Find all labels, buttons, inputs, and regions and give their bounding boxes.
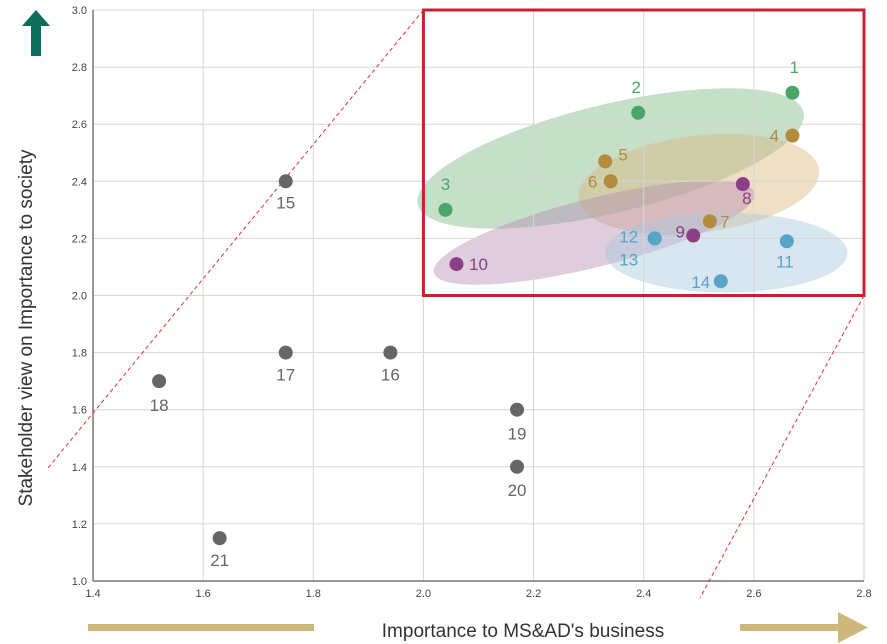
- point-label-15: 15: [276, 193, 295, 212]
- x-tick-label-2: 1.8: [306, 588, 321, 600]
- guide-line-top-left: [47, 9, 424, 469]
- point-label-5: 5: [618, 145, 627, 164]
- x-tick-label-5: 2.4: [636, 588, 651, 600]
- y-axis-title: Stakeholder view on Importance to societ…: [16, 149, 37, 506]
- y-tick-label-8: 2.6: [72, 119, 87, 131]
- y-axis-arrow-icon: [22, 10, 50, 56]
- point-label-14: 14: [691, 273, 710, 292]
- point-2: [631, 105, 646, 120]
- y-tick-label-3: 1.6: [72, 405, 87, 417]
- point-label-21: 21: [210, 551, 229, 570]
- ticks-layer: 1.4 1.6 1.8 2.0 2.2 2.4 2.6 2.8 1.0 1.2 1.4 1.6 1.8 2…: [72, 5, 872, 600]
- x-tick-label-7: 2.8: [856, 588, 871, 600]
- point-label-17: 17: [276, 366, 295, 385]
- y-tick-label-4: 1.8: [72, 348, 87, 360]
- point-1: [785, 85, 800, 100]
- y-tick-label-7: 2.4: [72, 176, 87, 188]
- point-label-16: 16: [381, 366, 400, 385]
- guide-line-bottom-right: [699, 295, 865, 599]
- point-20: [510, 459, 525, 474]
- x-tick-label-1: 1.6: [195, 588, 210, 600]
- point-label-18: 18: [150, 396, 169, 415]
- highlight-layer: [47, 8, 866, 599]
- point-21: [212, 531, 227, 546]
- point-label-12: 12: [619, 227, 638, 246]
- point-label-3: 3: [441, 175, 450, 194]
- point-label-7: 7: [720, 212, 729, 231]
- point-label-6: 6: [588, 172, 597, 191]
- point-label-11: 11: [776, 252, 794, 271]
- point-7: [702, 214, 717, 229]
- y-tick-label-6: 2.2: [72, 233, 87, 245]
- cluster-ellipse-2: [578, 133, 820, 235]
- x-tick-label-0: 1.4: [85, 588, 100, 600]
- point-label-9: 9: [676, 223, 685, 242]
- y-tick-label-2: 1.4: [72, 462, 87, 474]
- point-label-13: 13: [619, 250, 638, 269]
- x-tick-label-6: 2.6: [746, 588, 761, 600]
- cluster-ellipse-4: [605, 212, 848, 293]
- axis-layer: [92, 10, 864, 582]
- point-label-19: 19: [508, 425, 527, 444]
- point-8: [735, 177, 750, 192]
- point-11: [779, 234, 794, 249]
- highlight-box: [421, 8, 866, 297]
- point-10: [449, 257, 464, 272]
- point-17: [278, 345, 293, 360]
- point-label-2: 2: [631, 78, 640, 97]
- y-tick-label-9: 2.8: [72, 62, 87, 74]
- point-label-1: 1: [790, 58, 799, 77]
- cluster-ellipse-3: [433, 180, 755, 285]
- x-tick-label-3: 2.0: [416, 588, 431, 600]
- point-16: [383, 345, 398, 360]
- point-15: [278, 174, 293, 189]
- x-tick-label-4: 2.2: [526, 588, 541, 600]
- x-axis-title: Importance to MS&AD's business: [382, 621, 664, 642]
- point-13: [647, 231, 662, 246]
- x-axis-arrow-bar-right: [740, 624, 840, 631]
- point-18: [152, 374, 167, 389]
- point-label-8: 8: [742, 189, 751, 208]
- point-9: [686, 228, 701, 243]
- y-tick-label-10: 3.0: [72, 5, 87, 17]
- point-6: [603, 174, 618, 189]
- y-tick-label-5: 2.0: [72, 291, 87, 303]
- point-label-10: 10: [469, 255, 488, 274]
- point-label-4: 4: [770, 127, 779, 146]
- point-3: [438, 202, 453, 217]
- point-5: [598, 154, 613, 169]
- y-tick-label-1: 1.2: [72, 519, 87, 531]
- point-19: [510, 402, 525, 417]
- point-14: [713, 274, 728, 289]
- x-axis-arrow-icon: [838, 612, 868, 643]
- x-axis-arrow-bar: [88, 624, 314, 631]
- point-4: [785, 128, 800, 143]
- point-label-20: 20: [508, 481, 527, 500]
- points-layer: [152, 85, 800, 546]
- y-tick-label-0: 1.0: [72, 576, 87, 588]
